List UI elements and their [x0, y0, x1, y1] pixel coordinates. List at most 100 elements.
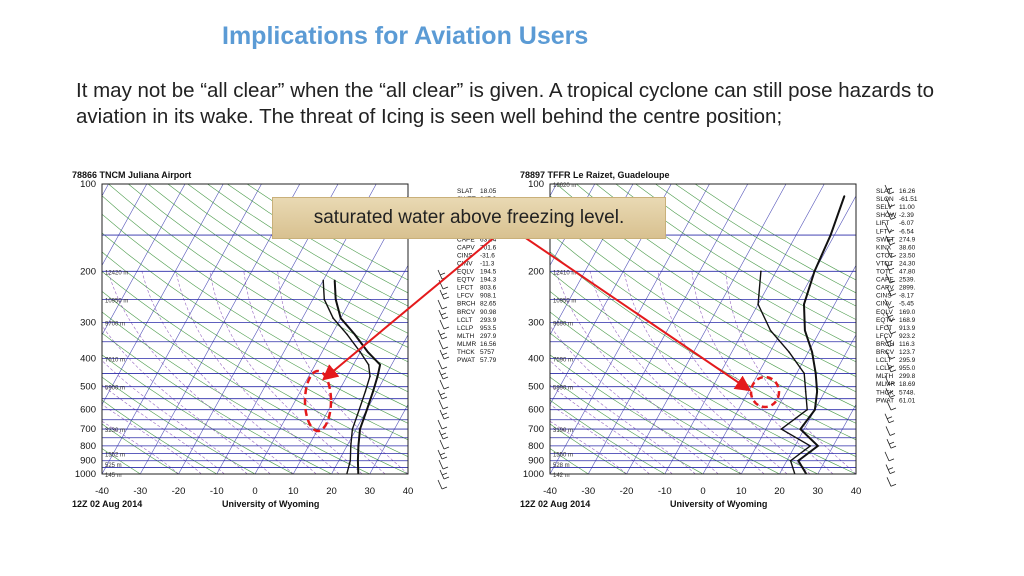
- dewpoint-point: [367, 363, 370, 366]
- dewpoint-point: [760, 270, 762, 273]
- index-key: BRCV: [457, 309, 476, 316]
- temperature-point: [334, 298, 337, 301]
- dewpoint-point: [803, 372, 806, 375]
- dry-adiabat: [675, 184, 856, 294]
- height-label: 12420 m: [105, 270, 128, 276]
- y-tick-label: 100: [528, 179, 544, 190]
- index-key: PWAT: [876, 397, 894, 404]
- index-key: CAPV: [876, 285, 894, 292]
- index-value: 123.7: [899, 349, 916, 356]
- wind-barb: [886, 439, 897, 449]
- isotherm: [129, 184, 289, 474]
- index-key: PWAT: [457, 357, 475, 364]
- index-value: 274.9: [899, 236, 916, 243]
- index-key: MLTH: [457, 333, 475, 340]
- isotherm: [587, 184, 749, 474]
- dewpoint-point: [332, 317, 334, 319]
- temperature-point: [829, 234, 832, 236]
- index-key: KINX: [876, 244, 892, 251]
- chart-footer-date: 12Z 02 Aug 2014: [520, 499, 590, 509]
- dewpoint-point: [757, 303, 759, 306]
- wind-barb: [438, 339, 449, 350]
- index-value: 18.69: [899, 381, 916, 388]
- temperature-point: [799, 428, 802, 430]
- index-key: CINV: [457, 260, 473, 267]
- x-tick-label: -20: [620, 486, 634, 497]
- wind-barb: [439, 469, 450, 480]
- index-value: 18.05: [480, 188, 497, 195]
- index-value: 908.1: [480, 293, 497, 300]
- index-value: 194.3: [480, 277, 497, 284]
- index-key: MLMR: [457, 341, 476, 348]
- wind-barb: [884, 222, 895, 233]
- dewpoint-point: [788, 351, 790, 353]
- wind-barb: [439, 319, 450, 330]
- index-value: 16.26: [899, 188, 916, 195]
- index-key: CAPV: [457, 244, 475, 251]
- dewpoint-point: [780, 428, 783, 430]
- dewpoint-point: [323, 298, 326, 301]
- index-value: 5757: [480, 349, 495, 356]
- index-key: CAPE: [876, 277, 894, 284]
- isotherm: [102, 184, 262, 474]
- dewpoint-point: [789, 459, 792, 462]
- x-tick-label: 40: [403, 486, 414, 497]
- wind-barb: [885, 273, 896, 284]
- index-value: 5748.: [899, 389, 915, 396]
- wind-barb: [885, 197, 896, 208]
- wind-barb: [438, 429, 449, 440]
- x-tick-label: 40: [851, 486, 862, 497]
- wind-barb: [884, 261, 895, 271]
- y-tick-label: 800: [528, 441, 544, 452]
- wind-barb: [886, 248, 897, 258]
- index-key: MLMR: [876, 381, 895, 388]
- wind-barb: [438, 369, 449, 380]
- index-key: EQLV: [457, 269, 475, 276]
- height-label: 10950 m: [553, 298, 576, 304]
- dewpoint-point: [769, 329, 772, 332]
- temperature-point: [333, 279, 336, 282]
- index-key: LFCT: [876, 325, 892, 332]
- height-label: 9700 m: [105, 321, 125, 327]
- temperature-point: [804, 329, 806, 332]
- y-tick-label: 400: [80, 354, 96, 365]
- index-value: 38.60: [899, 244, 916, 251]
- wind-barb: [438, 309, 449, 320]
- moist-adiabat: [107, 271, 294, 474]
- index-value: 194.5: [480, 269, 497, 276]
- dewpoint-point: [804, 390, 807, 393]
- index-value: 23.50: [899, 252, 916, 259]
- index-value: -5.45: [899, 301, 914, 308]
- index-key: VTOT: [876, 260, 893, 267]
- temperature-point: [816, 390, 818, 393]
- index-key: EQTV: [876, 317, 894, 324]
- index-key: LFTV: [876, 228, 893, 235]
- wind-barb: [885, 311, 896, 322]
- x-tick-label: -30: [133, 486, 147, 497]
- temperature-point: [357, 459, 359, 462]
- moist-adiabat: [102, 404, 202, 474]
- index-value: 169.0: [899, 309, 916, 316]
- index-key: CINV: [876, 301, 892, 308]
- skewt-panel-1: 78866 TNCM Juliana Airport10020030040050…: [72, 170, 497, 509]
- slide-title: Implications for Aviation Users: [222, 22, 589, 50]
- y-tick-label: 600: [80, 405, 96, 416]
- y-tick-label: 800: [80, 441, 96, 452]
- index-key: MLTH: [876, 373, 894, 380]
- index-key: SLON: [876, 196, 894, 203]
- index-value: -31.6: [480, 252, 495, 259]
- temperature-point: [379, 363, 381, 366]
- x-tick-label: -40: [95, 486, 109, 497]
- temperature-point: [367, 351, 369, 353]
- x-tick-label: 20: [774, 486, 785, 497]
- isotherm: [817, 403, 856, 474]
- y-tick-label: 700: [528, 424, 544, 435]
- isotherm: [740, 264, 856, 474]
- index-key: LCLT: [457, 317, 472, 324]
- x-tick-label: -30: [581, 486, 595, 497]
- index-value: 293.9: [480, 317, 497, 324]
- temperature-point: [357, 445, 360, 447]
- x-tick-label: 30: [812, 486, 823, 497]
- wind-barb: [884, 413, 895, 424]
